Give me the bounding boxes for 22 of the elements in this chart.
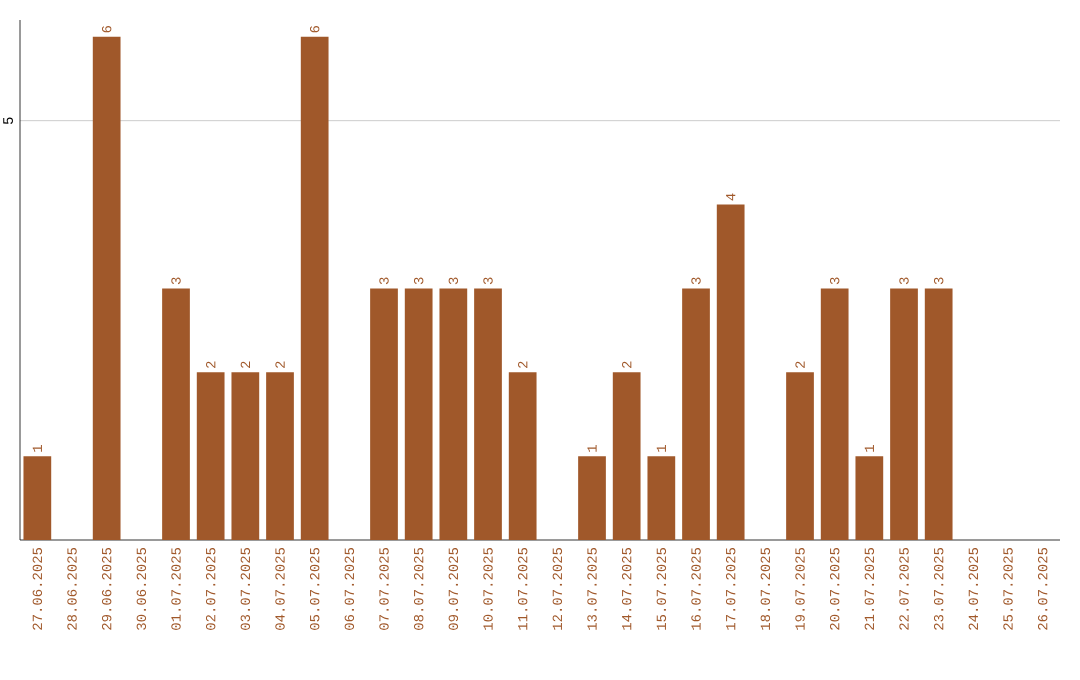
bar [474, 288, 502, 540]
bar [300, 36, 329, 540]
bar [23, 456, 52, 540]
bar [370, 288, 398, 540]
bar [855, 456, 884, 540]
bar [508, 372, 537, 540]
bar [266, 372, 294, 540]
bar [647, 456, 676, 540]
bar [786, 372, 814, 540]
bar [92, 36, 121, 540]
bar [612, 372, 641, 540]
bar [231, 372, 260, 540]
bar [439, 288, 468, 540]
bar [404, 288, 433, 540]
bar [162, 288, 190, 540]
bar [890, 288, 918, 540]
bar [578, 456, 606, 540]
bar [924, 288, 953, 540]
bar [820, 288, 849, 540]
bar [716, 204, 745, 540]
bar [682, 288, 710, 540]
bar [196, 372, 225, 540]
